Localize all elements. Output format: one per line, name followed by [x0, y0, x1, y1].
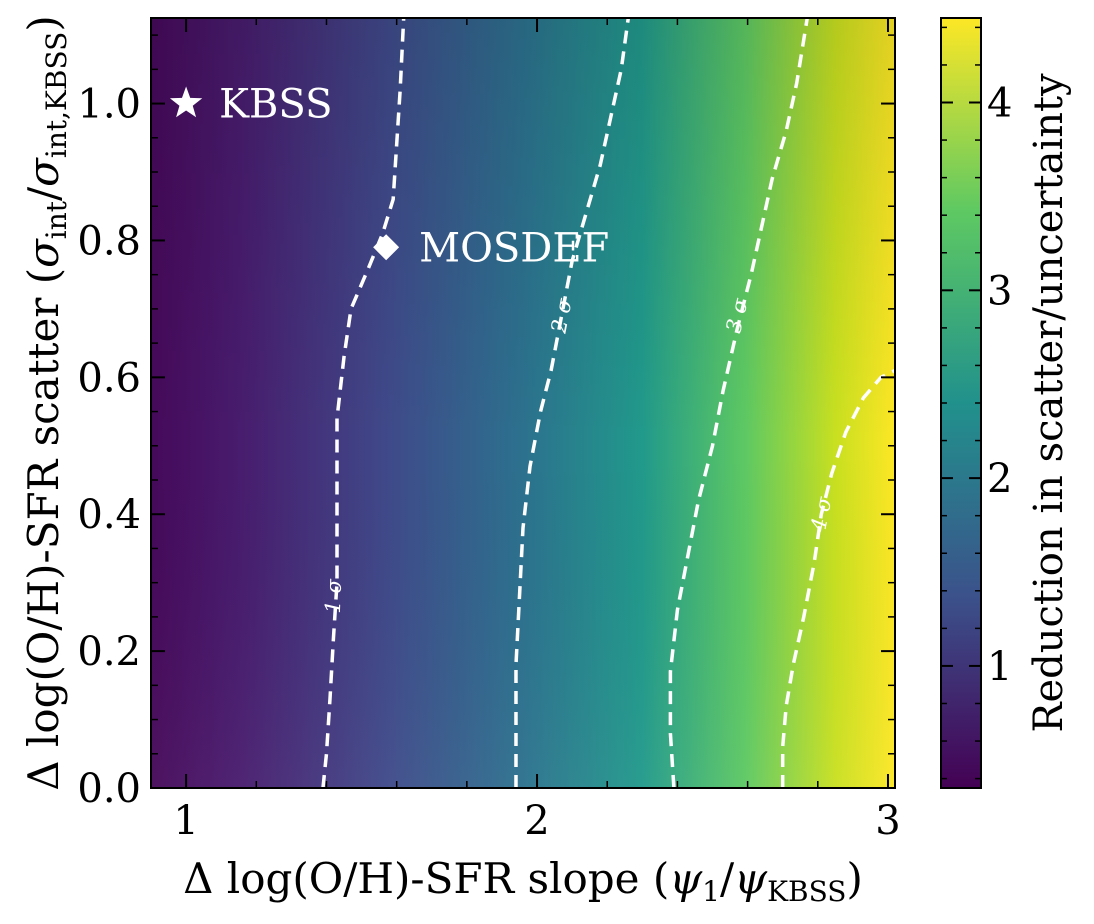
axis-ticks: 1 2 3 0.0 0.2 0.4 0.6 0.8 1.0: [77, 18, 901, 844]
colorbar: [940, 17, 982, 789]
point-label: MOSDEF: [419, 225, 609, 271]
y-tick-label: 0.0: [77, 766, 141, 812]
y-tick-label: 0.4: [77, 492, 141, 538]
x-tick-label: 2: [524, 798, 549, 844]
mosdef-diamond-marker: [373, 234, 400, 261]
point-label: KBSS: [219, 82, 332, 128]
y-tick-label: 1.0: [77, 82, 141, 128]
contour-line: [668, 18, 809, 788]
y-axis-label: Δ log(O/H)-SFR scatter (σint/σint,KBSS): [19, 15, 73, 791]
x-tick-label: 3: [875, 798, 900, 844]
contour-label: 1 σ: [321, 578, 346, 614]
plot-frame: [150, 17, 896, 789]
colorbar-tick-label: 3: [987, 268, 1012, 314]
colorbar-label: Reduction in scatter/uncertainty: [1026, 73, 1072, 733]
y-tick-label: 0.8: [77, 218, 141, 264]
contour-line: [321, 18, 406, 788]
kbss-star-marker: [169, 86, 203, 118]
colorbar-tick-label: 1: [987, 644, 1012, 690]
contour-line: [514, 18, 631, 788]
colorbar-tick-label: 2: [987, 456, 1012, 502]
colorbar-tick-label: 4: [987, 81, 1012, 127]
point-group: KBSS MOSDEF: [169, 82, 609, 271]
contour-line: [780, 368, 895, 788]
heatmap-shading: [151, 18, 895, 788]
colorbar-ticks: 1 2 3 4: [941, 26, 1012, 780]
y-tick-label: 0.2: [77, 629, 141, 675]
x-axis-label: Δ log(O/H)-SFR slope (ψ1/ψKBSS): [183, 854, 863, 908]
y-tick-label: 0.6: [77, 355, 141, 401]
x-tick-label: 1: [173, 798, 198, 844]
